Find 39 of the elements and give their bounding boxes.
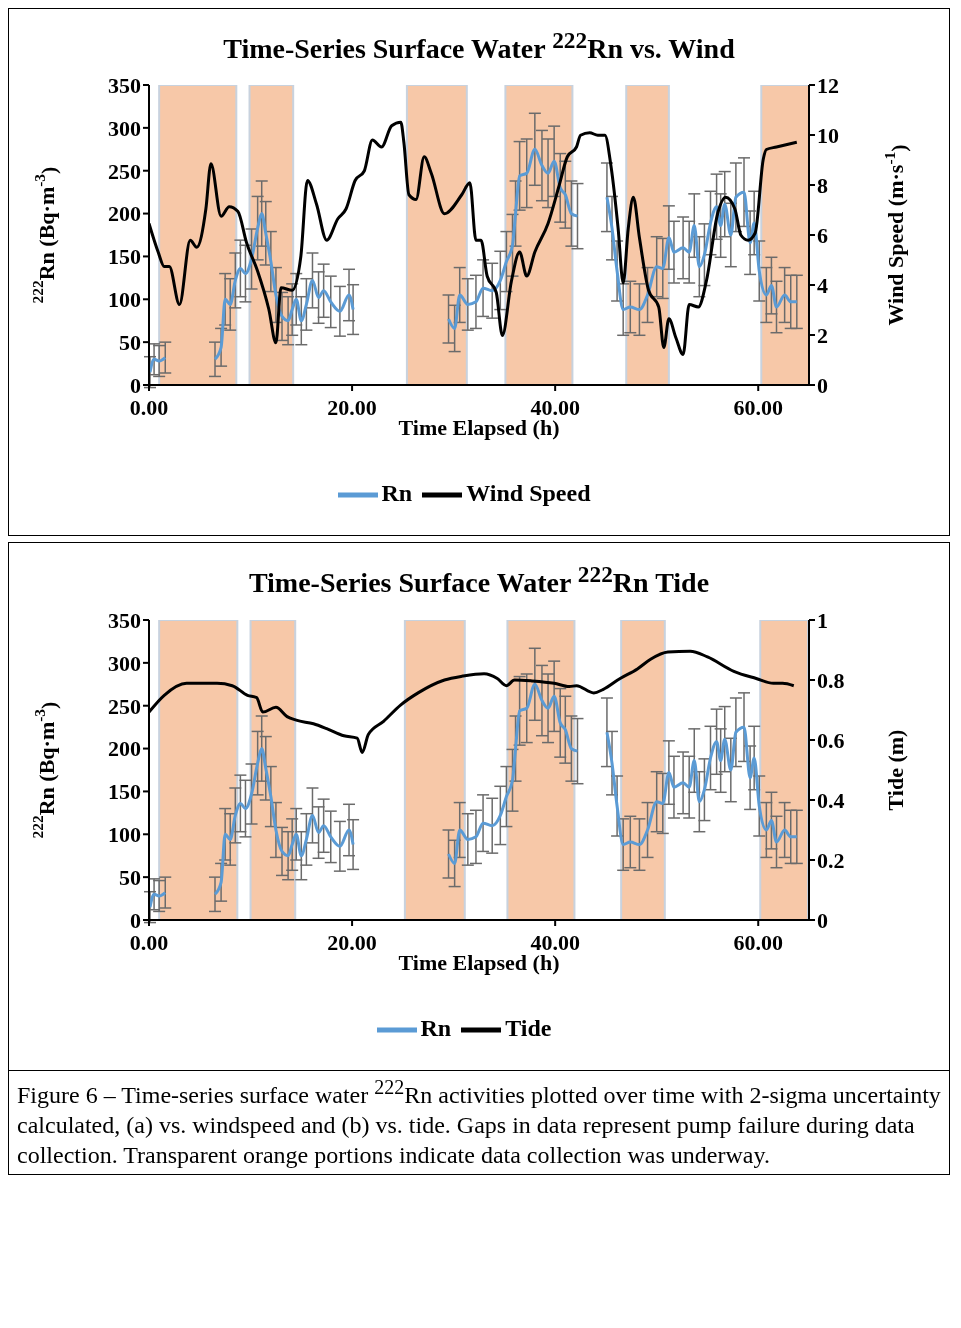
y-tick-label: 150 — [108, 244, 141, 270]
y2-tick-label: 0 — [817, 907, 828, 933]
y2-tick-label: 0 — [817, 373, 828, 399]
y-tick-label: 50 — [119, 864, 141, 890]
y-tick-label: 300 — [108, 116, 141, 141]
y2-tick-label: 4 — [817, 273, 828, 299]
y2-tick-label: 0.6 — [817, 727, 845, 753]
legend-label: Tide — [505, 1014, 552, 1041]
x-tick-label: 20.00 — [327, 394, 377, 420]
y-tick-label: 250 — [108, 158, 141, 184]
y-tick-label: 200 — [108, 201, 141, 227]
caption: Figure 6 – Time-series surface water $^{222}$Rn activities plotted over time with 2-sigma uncertainty calculated, (a) vs. windspeed and (b) vs. tide. Gaps in data represent pump failure during data collection. Transparent orange portions indicate data collection was underway. — [9, 1069, 949, 1174]
y-tick-label: 200 — [108, 736, 141, 762]
y-tick-label: 100 — [108, 821, 141, 847]
y2-tick-label: 2 — [817, 323, 828, 349]
y-tick-label: 150 — [108, 778, 141, 804]
y2-tick-label: 0.2 — [817, 847, 845, 873]
y-tick-label: 100 — [108, 287, 141, 313]
y2-tick-label: 1 — [817, 607, 828, 633]
y2-tick-label: 6 — [817, 223, 828, 249]
y2-tick-label: 0.8 — [817, 667, 845, 693]
x-tick-label: 60.00 — [733, 394, 783, 420]
y2-tick-label: 10 — [817, 123, 839, 149]
chart-title: Time-Series Surface Water $^{222}$Rn Tide — [247, 561, 711, 600]
y-tick-label: 350 — [108, 607, 141, 633]
y2-tick-label: 12 — [817, 73, 839, 99]
y2-tick-label: 0.4 — [817, 787, 845, 813]
y-tick-label: 300 — [108, 650, 141, 676]
y2-tick-label: 8 — [817, 173, 828, 199]
legend-label: Rn — [420, 1014, 452, 1041]
y-tick-label: 250 — [108, 693, 141, 719]
y-tick-label: 50 — [119, 330, 141, 356]
x-tick-label: 20.00 — [327, 929, 377, 955]
y-tick-label: 350 — [108, 73, 141, 99]
legend-label: Rn — [381, 479, 413, 506]
x-tick-label: 60.00 — [733, 929, 783, 955]
chart-title: Time-Series Surface Water $^{222}$Rn vs. Wind — [222, 27, 736, 66]
legend-label: Wind Speed — [466, 479, 591, 506]
y2-axis-title: Tide (m) — [882, 729, 908, 811]
